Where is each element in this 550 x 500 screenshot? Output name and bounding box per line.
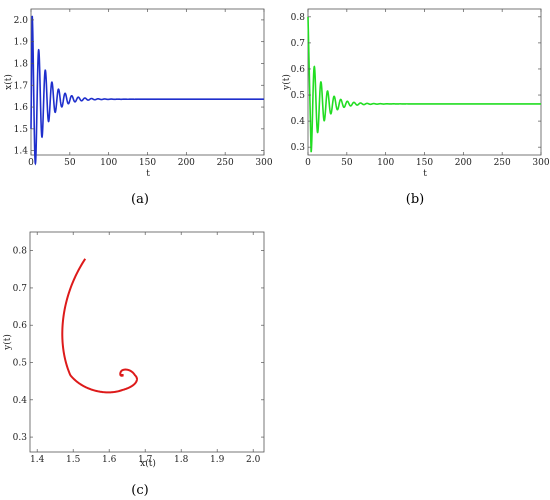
panel-b-xtick-label: 250 (494, 158, 511, 168)
panel-b-ytick-label: 0.6 (291, 65, 306, 75)
panel-a-x-series-line (30, 15, 264, 166)
panel-b-xtick-label: 50 (341, 158, 353, 168)
panel-c-xlabel: x(t) (140, 458, 156, 469)
panel-a-ytick-label: 1.5 (14, 125, 29, 135)
panel-a-xtick-label: 50 (64, 158, 76, 168)
panel-c-xtick-label: 1.6 (102, 455, 117, 465)
panel-b-frame (307, 8, 542, 156)
panel-a-ylabel: x(t) (3, 74, 14, 90)
panel-a-xtick-label: 250 (217, 158, 234, 168)
panel-c-xtick-label: 1.7 (138, 455, 153, 465)
panel-a-ytick-label: 1.6 (14, 103, 29, 113)
panel-c-ytick-label: 0.4 (13, 396, 28, 406)
panel-a-xtick-label: 0 (28, 158, 34, 168)
panel-c-xtick-label: 2.0 (246, 455, 261, 465)
panel-c-frame (29, 231, 265, 453)
panel-c-ylabel: y(t) (2, 334, 13, 351)
panel-b-ytick-label: 0.8 (291, 13, 306, 23)
panel-c-ytick-label: 0.3 (13, 433, 28, 443)
panel-b-xtick-label: 150 (416, 158, 433, 168)
panel-c-xtick-label: 1.5 (66, 455, 81, 465)
panel-c-ytick-label: 0.5 (13, 359, 28, 369)
panel-b-xtick-label: 200 (455, 158, 472, 168)
panel-a-xtick-label: 300 (255, 158, 272, 168)
panel-a-ytick-label: 1.7 (14, 81, 29, 91)
panel-c-caption: (c) (131, 483, 148, 498)
panel-a-ytick-label: 1.8 (14, 59, 29, 69)
panel-c: 1.4 1.5 1.6 1.7 1.8 1.9 2.00.30.40.50.60.70.8 … (2, 231, 265, 498)
panel-c-phase-trajectory (61, 258, 138, 394)
panel-c-ytick-label: 0.6 (13, 321, 28, 331)
panel-a-ytick-label: 1.4 (14, 147, 29, 157)
panel-a-xtick-label: 100 (100, 158, 117, 168)
panel-b-xlabel: t (423, 169, 427, 179)
panel-a-ytick-label: 2.0 (14, 16, 29, 26)
panel-c-ytick-label: 0.8 (13, 247, 28, 257)
panel-a-xlabel: t (146, 169, 150, 179)
panel-b-xtick-label: 100 (377, 158, 394, 168)
panel-b-ytick-label: 0.5 (291, 91, 306, 101)
panel-b-caption: (b) (406, 192, 424, 207)
panel-c-xtick-label: 1.9 (210, 455, 225, 465)
panel-c-xtick-label: 1.8 (174, 455, 189, 465)
panel-b-ytick-label: 0.4 (291, 117, 306, 127)
panel-b: 0 50 100 150 200 250 300 0.3 0.4 0.5 0.6 0.7 0.8 t y… (281, 8, 550, 207)
panel-c-ytick-label: 0.7 (13, 284, 28, 294)
panel-b-xtick-label: 300 (532, 158, 549, 168)
panel-b-y-series-line (307, 16, 541, 153)
panel-b-ylabel: y(t) (281, 74, 292, 91)
panel-a-ytick-label: 1.9 (14, 38, 29, 48)
panel-a-caption: (a) (131, 192, 149, 207)
panel-a-frame (30, 8, 265, 156)
panel-b-ytick-label: 0.3 (291, 143, 306, 153)
panel-b-xtick-label: 0 (305, 158, 311, 168)
panel-a-xtick-label: 150 (139, 158, 156, 168)
panel-a: 0 50 100 150 200 250 3001.41.51.61.71.81.92.0 … (3, 8, 273, 207)
panel-a-xtick-label: 200 (178, 158, 195, 168)
panel-b-ytick-label: 0.7 (291, 39, 306, 49)
panel-c-xtick-label: 1.4 (30, 455, 45, 465)
